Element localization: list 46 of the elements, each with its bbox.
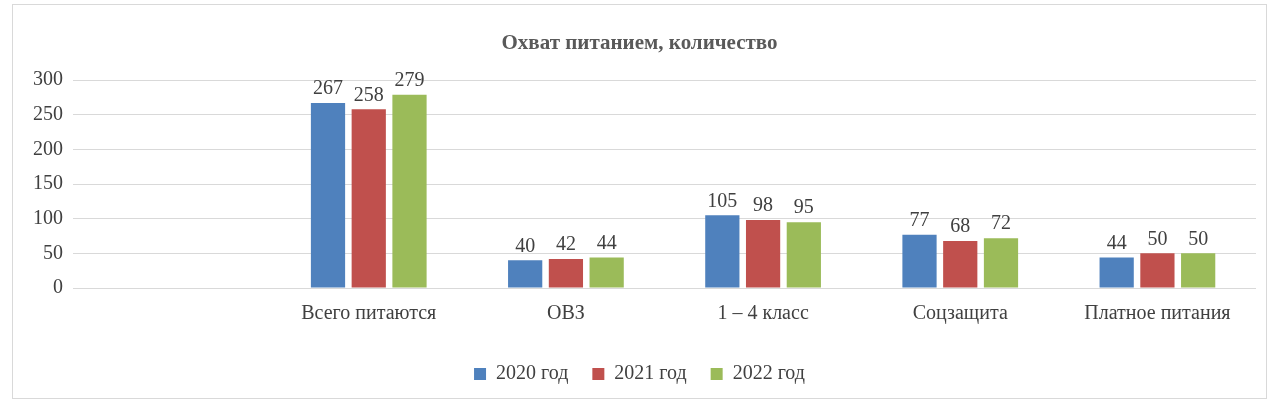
- data-label: 50: [1188, 226, 1209, 249]
- x-tick-label: Всего питаются: [301, 301, 437, 324]
- bar: [983, 238, 1019, 288]
- bar: [786, 222, 821, 288]
- data-label: 44: [596, 230, 617, 253]
- data-label: 279: [394, 68, 425, 90]
- legend-label: 2021 год: [614, 361, 687, 385]
- data-label: 42: [555, 232, 576, 255]
- y-tick-label: 250: [33, 102, 63, 125]
- x-tick-label: Соцзащита: [912, 301, 1008, 325]
- y-tick-label: 0: [53, 275, 63, 298]
- bar: [902, 234, 937, 288]
- bar: [508, 260, 543, 288]
- bar: [589, 257, 624, 288]
- data-label: 105: [707, 188, 738, 211]
- bar: [745, 220, 781, 288]
- bar: [351, 109, 386, 288]
- x-tick-label: 1 – 4 класс: [717, 301, 809, 324]
- bar: [1181, 253, 1216, 288]
- data-label: 258: [353, 82, 384, 105]
- data-label: 95: [793, 195, 814, 218]
- chart-title: Охват питанием, количество: [501, 30, 778, 55]
- bar: [548, 258, 584, 288]
- data-label: 72: [991, 211, 1011, 234]
- legend-label: 2022 год: [732, 361, 805, 385]
- bar: [705, 215, 740, 288]
- bar: [392, 94, 427, 288]
- bar: [1140, 253, 1175, 288]
- data-label: 98: [753, 193, 774, 216]
- y-tick-label: 150: [33, 171, 63, 194]
- data-label: 44: [1106, 230, 1127, 253]
- bar: [310, 103, 346, 288]
- data-label: 50: [1147, 226, 1168, 249]
- data-label: 77: [909, 207, 930, 230]
- data-label: 40: [515, 233, 536, 256]
- bar: [943, 240, 978, 288]
- legend-label: 2020 год: [496, 361, 569, 385]
- bar: [1099, 257, 1134, 288]
- y-tick-label: 200: [33, 136, 63, 159]
- data-label: 68: [950, 214, 971, 237]
- y-tick-label: 100: [33, 205, 63, 228]
- y-tick-label: 50: [43, 240, 63, 263]
- y-tick-label: 300: [33, 67, 63, 90]
- data-label: 267: [313, 76, 343, 99]
- x-tick-label: Платное питания: [1084, 301, 1231, 324]
- x-tick-label: ОВЗ: [547, 301, 585, 324]
